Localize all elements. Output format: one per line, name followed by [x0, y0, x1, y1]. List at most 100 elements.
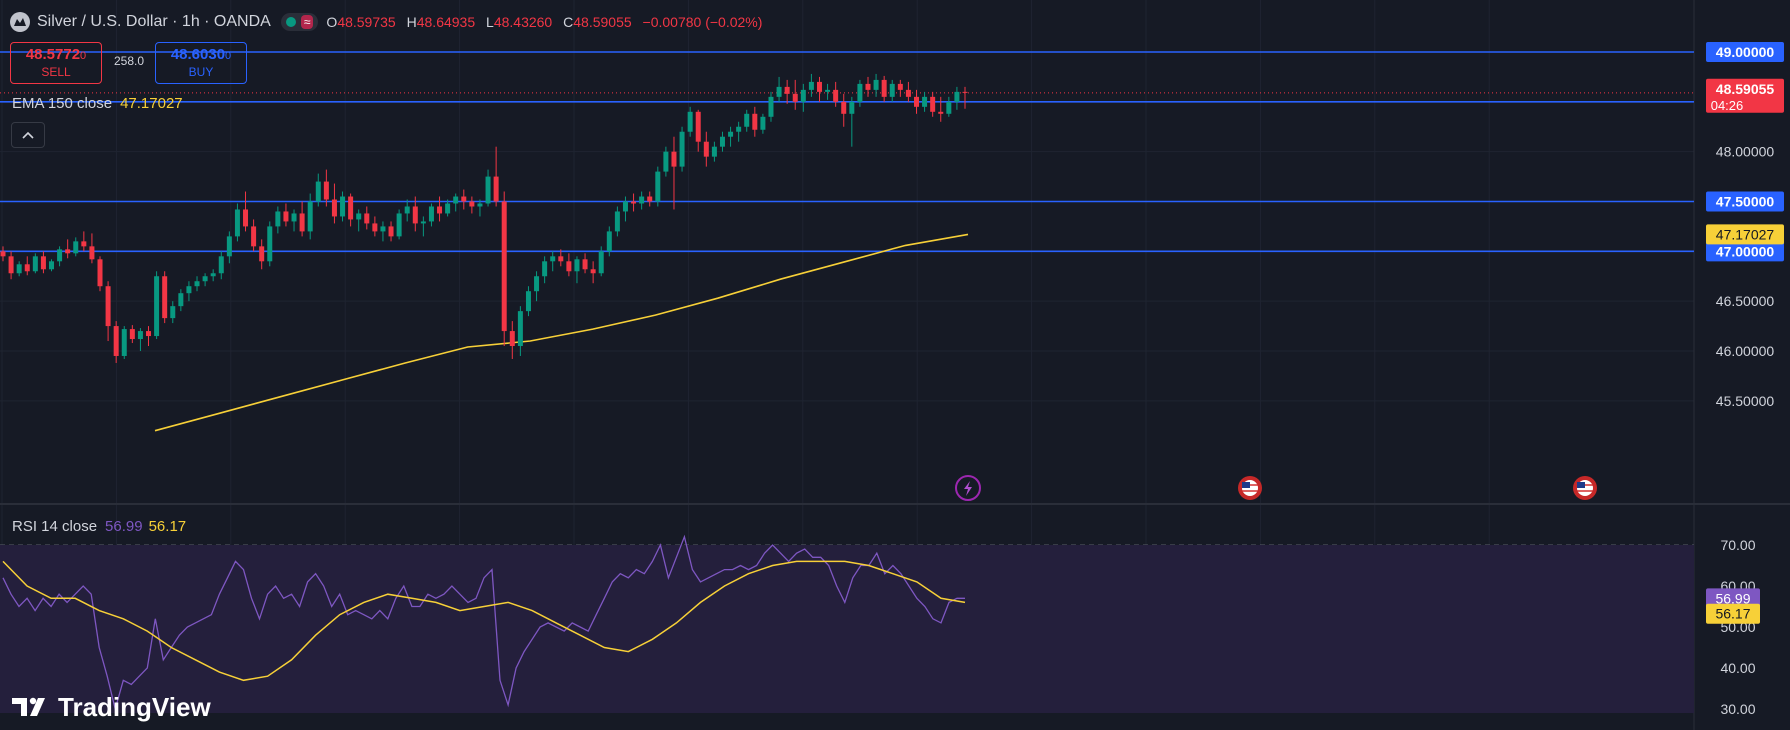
candle[interactable] — [348, 193, 354, 227]
candle[interactable] — [736, 121, 742, 142]
candle[interactable] — [849, 96, 855, 147]
us-flag-event-icon[interactable] — [1573, 476, 1597, 500]
candle[interactable] — [428, 203, 434, 227]
candle[interactable] — [437, 196, 443, 222]
candle[interactable] — [186, 281, 192, 302]
candle[interactable] — [16, 261, 22, 277]
candle[interactable] — [517, 306, 523, 356]
candle[interactable] — [331, 183, 337, 224]
candle[interactable] — [922, 91, 928, 112]
candle[interactable] — [356, 209, 362, 232]
candle[interactable] — [364, 206, 370, 230]
ema-legend[interactable]: EMA 150 close 47.17027 — [12, 95, 183, 112]
candle[interactable] — [461, 189, 467, 210]
candle[interactable] — [469, 196, 475, 214]
candle[interactable] — [267, 221, 273, 267]
candle[interactable] — [590, 261, 596, 284]
candle[interactable] — [24, 256, 30, 276]
candle[interactable] — [501, 191, 507, 347]
candle[interactable] — [800, 83, 806, 112]
candle[interactable] — [631, 193, 637, 212]
candle[interactable] — [816, 76, 822, 102]
candle[interactable] — [768, 91, 774, 122]
candle[interactable] — [97, 256, 103, 292]
candle[interactable] — [412, 196, 418, 232]
candle[interactable] — [420, 216, 426, 237]
candle[interactable] — [622, 196, 628, 222]
candle[interactable] — [291, 209, 297, 232]
candle[interactable] — [259, 239, 265, 270]
candle[interactable] — [477, 199, 483, 217]
candle[interactable] — [154, 271, 160, 340]
candle[interactable] — [162, 271, 168, 324]
candle[interactable] — [598, 246, 604, 277]
candle[interactable] — [105, 281, 111, 342]
candle[interactable] — [825, 83, 831, 100]
candle[interactable] — [881, 75, 887, 102]
candle[interactable] — [89, 233, 95, 264]
candle[interactable] — [663, 146, 669, 177]
candle[interactable] — [905, 81, 911, 102]
candle[interactable] — [194, 276, 200, 292]
candle[interactable] — [323, 169, 329, 207]
candle[interactable] — [396, 209, 402, 240]
candle[interactable] — [178, 289, 184, 312]
candle[interactable] — [404, 199, 410, 222]
candle[interactable] — [695, 109, 701, 152]
candle[interactable] — [202, 273, 208, 287]
candle[interactable] — [582, 253, 588, 274]
candle[interactable] — [453, 193, 459, 212]
candle[interactable] — [129, 325, 135, 344]
candle[interactable] — [962, 86, 968, 109]
candle[interactable] — [372, 216, 378, 237]
candle[interactable] — [639, 191, 645, 210]
buy-button[interactable]: 48.60300 BUY — [155, 42, 247, 84]
candle[interactable] — [525, 286, 531, 317]
candle[interactable] — [606, 226, 612, 257]
candle[interactable] — [493, 146, 499, 207]
candle[interactable] — [210, 269, 216, 282]
candle[interactable] — [711, 141, 717, 162]
candle[interactable] — [49, 259, 55, 272]
candle[interactable] — [243, 191, 249, 232]
candle[interactable] — [307, 193, 313, 240]
candle[interactable] — [679, 126, 685, 172]
candle[interactable] — [170, 301, 176, 324]
candle[interactable] — [218, 251, 224, 280]
candle[interactable] — [833, 81, 839, 107]
candle[interactable] — [938, 96, 944, 122]
candle[interactable] — [550, 251, 556, 272]
candle[interactable] — [299, 201, 305, 237]
horizontal-lines[interactable] — [0, 51, 1694, 253]
candle[interactable] — [687, 106, 693, 137]
us-flag-event-icon[interactable] — [1238, 476, 1262, 500]
candle[interactable] — [388, 221, 394, 242]
candle[interactable] — [897, 79, 903, 97]
market-status-pill[interactable]: ≈ — [280, 13, 319, 31]
candle[interactable] — [760, 113, 766, 134]
symbol-title[interactable]: Silver / U.S. Dollar · 1h · OANDA — [37, 13, 271, 30]
candle[interactable] — [954, 86, 960, 110]
candle[interactable] — [655, 166, 661, 207]
candle[interactable] — [671, 136, 677, 210]
candle[interactable] — [146, 326, 152, 347]
candle[interactable] — [137, 328, 143, 351]
candle[interactable] — [65, 239, 71, 259]
sell-button[interactable]: 48.57720 SELL — [10, 42, 102, 84]
candle[interactable] — [509, 321, 515, 359]
candle[interactable] — [283, 203, 289, 227]
candle[interactable] — [121, 326, 127, 359]
candle[interactable] — [340, 191, 346, 222]
candle[interactable] — [574, 256, 580, 284]
candle[interactable] — [113, 321, 119, 363]
candle[interactable] — [873, 73, 879, 97]
candle[interactable] — [857, 79, 863, 107]
candle[interactable] — [8, 251, 14, 280]
candle[interactable] — [808, 73, 814, 97]
candle[interactable] — [32, 253, 38, 274]
candle[interactable] — [380, 221, 386, 242]
candle[interactable] — [234, 203, 240, 242]
candle[interactable] — [445, 199, 451, 217]
